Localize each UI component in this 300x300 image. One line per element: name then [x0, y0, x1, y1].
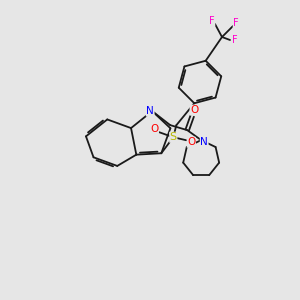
Text: F: F — [232, 35, 238, 45]
Text: F: F — [209, 16, 215, 26]
Text: O: O — [187, 137, 195, 147]
Text: O: O — [150, 124, 158, 134]
Text: F: F — [233, 18, 239, 28]
Text: N: N — [200, 137, 208, 147]
Text: N: N — [146, 106, 154, 116]
Text: S: S — [170, 132, 177, 142]
Text: O: O — [190, 105, 198, 115]
